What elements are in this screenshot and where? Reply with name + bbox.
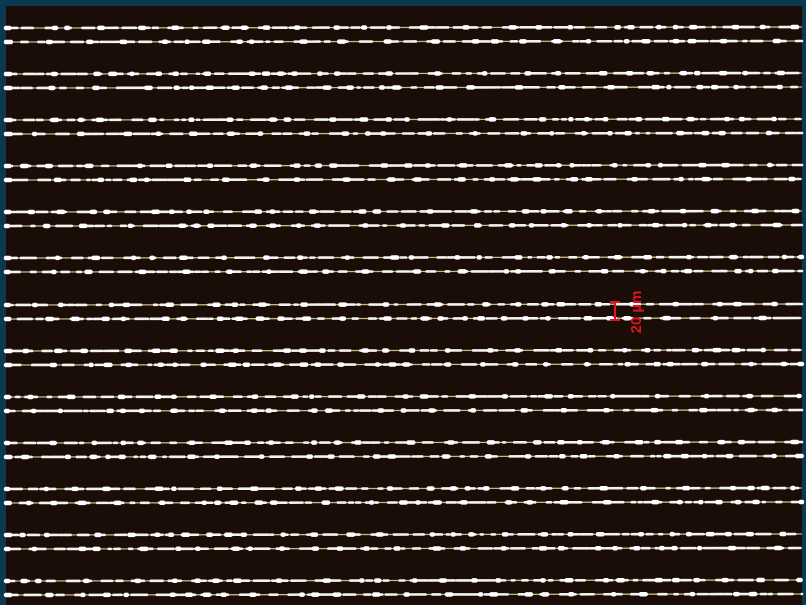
micrograph: 20 µm: [0, 0, 806, 605]
fiber: [6, 271, 802, 272]
scale-bar-label: 20 µm: [628, 291, 645, 334]
fiber: [6, 257, 802, 258]
page: 20 µm (() => { const data = JSON.parse(d…: [0, 0, 806, 605]
